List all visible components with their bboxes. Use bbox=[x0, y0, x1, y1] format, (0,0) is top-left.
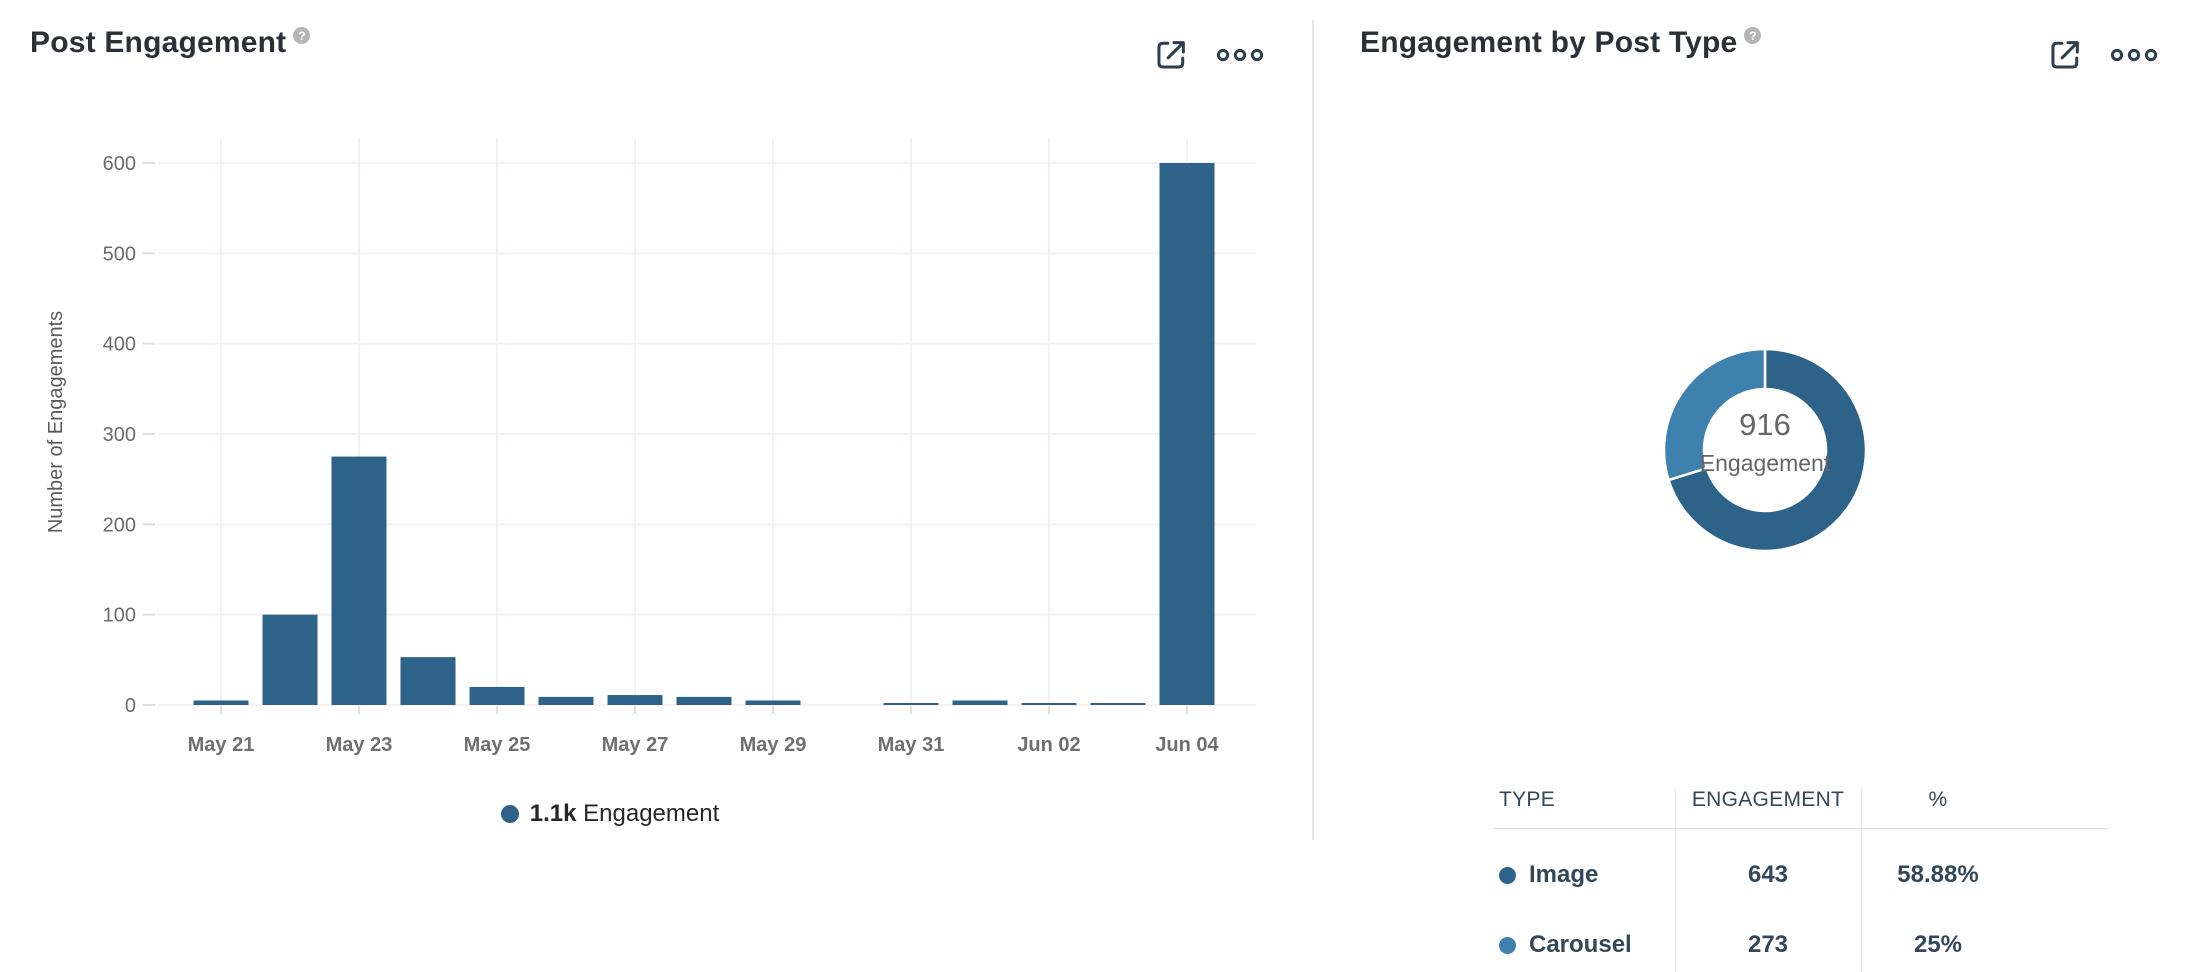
table-header-type: TYPE bbox=[1499, 788, 1556, 811]
engagement-by-post-type-actions bbox=[2046, 36, 2158, 77]
table-cell-engagement: 273 bbox=[1747, 931, 1789, 958]
svg-text:May 27: May 27 bbox=[602, 734, 669, 756]
svg-text:300: 300 bbox=[103, 424, 136, 446]
svg-text:Number of Engagements: Number of Engagements bbox=[45, 311, 67, 533]
help-icon[interactable]: ? bbox=[293, 27, 311, 44]
svg-text:600: 600 bbox=[103, 153, 136, 175]
svg-text:May 25: May 25 bbox=[464, 734, 531, 756]
svg-text:Jun 02: Jun 02 bbox=[1017, 734, 1080, 756]
post-engagement-actions bbox=[1152, 36, 1264, 77]
more-options-button[interactable] bbox=[1216, 45, 1264, 68]
svg-text:May 31: May 31 bbox=[878, 734, 945, 756]
engagement-by-post-type-panel: Engagement by Post Type ? 916 bbox=[1313, 0, 2200, 972]
svg-text:May 21: May 21 bbox=[188, 734, 255, 756]
legend-metric: Engagement bbox=[583, 800, 720, 827]
ellipsis-icon bbox=[1216, 48, 1264, 68]
table-column-divider bbox=[1861, 788, 1862, 972]
post-engagement-header: Post Engagement ? bbox=[30, 26, 311, 60]
export-button[interactable] bbox=[1152, 36, 1190, 77]
legend-label: 1.1k Engagement bbox=[530, 800, 720, 828]
post-engagement-bar-chart: 0 100 200 300 400 500 600 May 21 May 23 May 25 May… bbox=[45, 138, 1256, 756]
post-engagement-panel: Post Engagement ? 0 100 200 300 400 50 bbox=[0, 26, 1264, 828]
engagement-by-post-type-header: Engagement by Post Type ? bbox=[1360, 26, 1762, 60]
legend-dot-icon bbox=[500, 805, 519, 823]
svg-text:0: 0 bbox=[125, 695, 136, 717]
table-header-percent: % bbox=[1928, 788, 1948, 811]
donut-center-value: 916 bbox=[1739, 407, 1791, 442]
svg-text:200: 200 bbox=[103, 514, 136, 536]
page-title-engagement-by-post-type: Engagement by Post Type bbox=[1360, 26, 1738, 59]
series-dot-icon bbox=[1499, 867, 1516, 884]
export-button[interactable] bbox=[2046, 36, 2084, 77]
page-title-post-engagement: Post Engagement bbox=[30, 26, 287, 59]
table-row-carousel[interactable]: Carousel 273 25% bbox=[1313, 922, 2200, 968]
more-options-button[interactable] bbox=[2110, 45, 2158, 68]
table-cell-type: Image bbox=[1529, 861, 1599, 888]
external-link-icon bbox=[2046, 41, 2084, 77]
table-cell-percent: 58.88% bbox=[1897, 861, 1979, 888]
svg-text:May 23: May 23 bbox=[326, 734, 393, 756]
post-type-donut-chart bbox=[1662, 347, 1868, 553]
svg-text:May 29: May 29 bbox=[740, 734, 807, 756]
table-cell-engagement: 643 bbox=[1747, 861, 1789, 888]
legend-value: 1.1k bbox=[529, 800, 577, 827]
svg-text:400: 400 bbox=[103, 334, 136, 356]
series-dot-icon bbox=[1499, 937, 1516, 954]
table-header-engagement: ENGAGEMENT bbox=[1691, 788, 1845, 811]
ellipsis-icon bbox=[2110, 48, 2158, 68]
help-icon[interactable]: ? bbox=[1744, 27, 1762, 44]
table-cell-percent: 25% bbox=[1913, 931, 1963, 958]
table-column-divider bbox=[1675, 788, 1676, 972]
panel-divider bbox=[1312, 20, 1314, 840]
donut-center-label: Engagement bbox=[1699, 450, 1831, 476]
table-row-image[interactable]: Image 643 58.88% bbox=[1313, 852, 2200, 898]
external-link-icon bbox=[1152, 41, 1190, 77]
svg-text:Jun 04: Jun 04 bbox=[1155, 734, 1219, 756]
table-cell-type: Carousel bbox=[1529, 931, 1632, 958]
svg-text:100: 100 bbox=[103, 605, 136, 627]
table-header-divider bbox=[1493, 828, 2108, 829]
svg-text:500: 500 bbox=[103, 243, 136, 265]
chart-legend[interactable]: 1.1k Engagement bbox=[0, 800, 1220, 828]
